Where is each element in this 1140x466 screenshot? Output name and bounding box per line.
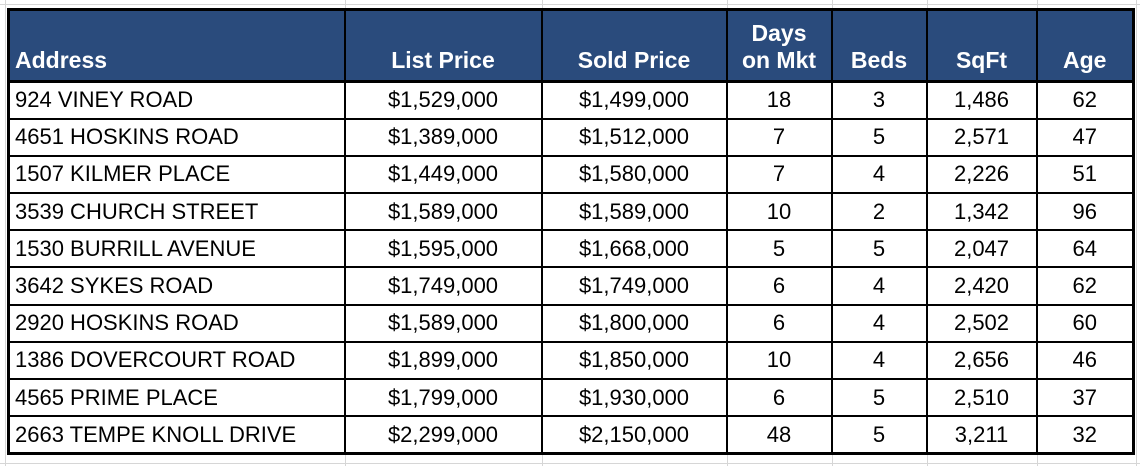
cell-sqft[interactable]: 2,502 <box>925 303 1038 343</box>
header-cell-list-price[interactable]: List Price <box>343 8 543 83</box>
cell-sold-price[interactable]: $1,930,000 <box>540 377 728 418</box>
cell-list-price[interactable]: $1,389,000 <box>343 117 543 157</box>
cell-days-on-mkt[interactable]: 6 <box>725 303 833 343</box>
cell-beds[interactable]: 5 <box>830 415 928 455</box>
table-row: 4651 HOSKINS ROAD $1,389,000 $1,512,000 … <box>7 117 1135 157</box>
cell-days-on-mkt[interactable]: 48 <box>725 415 833 455</box>
cell-list-price[interactable]: $1,749,000 <box>343 266 543 306</box>
cell-age[interactable]: 62 <box>1035 266 1135 306</box>
cell-age[interactable]: 60 <box>1035 303 1135 343</box>
cell-beds[interactable]: 4 <box>830 266 928 306</box>
cell-age[interactable]: 64 <box>1035 229 1135 269</box>
sheet-gridline <box>1136 0 1137 466</box>
cell-list-price[interactable]: $1,589,000 <box>343 303 543 343</box>
table-row: 2920 HOSKINS ROAD $1,589,000 $1,800,000 … <box>7 303 1135 343</box>
cell-address[interactable]: 2663 TEMPE KNOLL DRIVE <box>7 415 346 455</box>
cell-address[interactable]: 3642 SYKES ROAD <box>7 266 346 306</box>
table-row: 1530 BURRILL AVENUE $1,595,000 $1,668,00… <box>7 229 1135 269</box>
cell-sqft[interactable]: 2,047 <box>925 229 1038 269</box>
cell-days-on-mkt[interactable]: 5 <box>725 229 833 269</box>
cell-days-on-mkt[interactable]: 7 <box>725 117 833 157</box>
cell-age[interactable]: 62 <box>1035 80 1135 120</box>
cell-address[interactable]: 4651 HOSKINS ROAD <box>7 117 346 157</box>
header-row: Address List Price Sold Price Days on Mk… <box>7 8 1135 83</box>
cell-address[interactable]: 2920 HOSKINS ROAD <box>7 303 346 343</box>
sheet-gridline <box>0 4 1140 5</box>
cell-sold-price[interactable]: $1,512,000 <box>540 117 728 157</box>
cell-beds[interactable]: 3 <box>830 80 928 120</box>
cell-list-price[interactable]: $1,899,000 <box>343 340 543 381</box>
sheet-gridline <box>5 0 6 466</box>
cell-days-on-mkt[interactable]: 18 <box>725 80 833 120</box>
cell-list-price[interactable]: $2,299,000 <box>343 415 543 455</box>
header-cell-beds[interactable]: Beds <box>830 8 928 83</box>
cell-sold-price[interactable]: $1,668,000 <box>540 229 728 269</box>
sold-listings-table: Address List Price Sold Price Days on Mk… <box>7 8 1135 455</box>
cell-sqft[interactable]: 2,510 <box>925 377 1038 418</box>
cell-beds[interactable]: 5 <box>830 117 928 157</box>
cell-sold-price[interactable]: $1,580,000 <box>540 154 728 195</box>
cell-days-on-mkt[interactable]: 7 <box>725 154 833 195</box>
table-row: 924 VINEY ROAD $1,529,000 $1,499,000 18 … <box>7 80 1135 120</box>
header-cell-age[interactable]: Age <box>1035 8 1135 83</box>
cell-sold-price[interactable]: $1,800,000 <box>540 303 728 343</box>
cell-sqft[interactable]: 3,211 <box>925 415 1038 455</box>
cell-sqft[interactable]: 2,226 <box>925 154 1038 195</box>
cell-sold-price[interactable]: $1,499,000 <box>540 80 728 120</box>
cell-sqft[interactable]: 2,656 <box>925 340 1038 381</box>
cell-beds[interactable]: 5 <box>830 377 928 418</box>
cell-address[interactable]: 4565 PRIME PLACE <box>7 377 346 418</box>
cell-list-price[interactable]: $1,529,000 <box>343 80 543 120</box>
cell-sqft[interactable]: 1,486 <box>925 80 1038 120</box>
header-cell-sold-price[interactable]: Sold Price <box>540 8 728 83</box>
cell-list-price[interactable]: $1,799,000 <box>343 377 543 418</box>
cell-days-on-mkt[interactable]: 10 <box>725 340 833 381</box>
cell-sqft[interactable]: 1,342 <box>925 192 1038 232</box>
cell-beds[interactable]: 5 <box>830 229 928 269</box>
cell-beds[interactable]: 4 <box>830 303 928 343</box>
header-cell-days-on-mkt[interactable]: Days on Mkt <box>725 8 833 83</box>
cell-list-price[interactable]: $1,595,000 <box>343 229 543 269</box>
cell-address[interactable]: 924 VINEY ROAD <box>7 80 346 120</box>
cell-sold-price[interactable]: $2,150,000 <box>540 415 728 455</box>
cell-sold-price[interactable]: $1,749,000 <box>540 266 728 306</box>
header-cell-sqft[interactable]: SqFt <box>925 8 1038 83</box>
cell-days-on-mkt[interactable]: 6 <box>725 377 833 418</box>
table-row: 1507 KILMER PLACE $1,449,000 $1,580,000 … <box>7 154 1135 195</box>
cell-beds[interactable]: 4 <box>830 154 928 195</box>
table-row: 1386 DOVERCOURT ROAD $1,899,000 $1,850,0… <box>7 340 1135 381</box>
cell-age[interactable]: 47 <box>1035 117 1135 157</box>
cell-days-on-mkt[interactable]: 6 <box>725 266 833 306</box>
cell-address[interactable]: 1386 DOVERCOURT ROAD <box>7 340 346 381</box>
cell-age[interactable]: 51 <box>1035 154 1135 195</box>
cell-age[interactable]: 32 <box>1035 415 1135 455</box>
cell-sold-price[interactable]: $1,850,000 <box>540 340 728 381</box>
cell-sqft[interactable]: 2,420 <box>925 266 1038 306</box>
table-row: 4565 PRIME PLACE $1,799,000 $1,930,000 6… <box>7 377 1135 418</box>
cell-age[interactable]: 37 <box>1035 377 1135 418</box>
table-row: 2663 TEMPE KNOLL DRIVE $2,299,000 $2,150… <box>7 415 1135 455</box>
sheet-gridline <box>0 463 1140 464</box>
cell-beds[interactable]: 4 <box>830 340 928 381</box>
cell-list-price[interactable]: $1,589,000 <box>343 192 543 232</box>
cell-age[interactable]: 96 <box>1035 192 1135 232</box>
listings-table-wrap: Address List Price Sold Price Days on Mk… <box>7 8 1135 455</box>
cell-age[interactable]: 46 <box>1035 340 1135 381</box>
cell-sqft[interactable]: 2,571 <box>925 117 1038 157</box>
table-row: 3539 CHURCH STREET $1,589,000 $1,589,000… <box>7 192 1135 232</box>
cell-days-on-mkt[interactable]: 10 <box>725 192 833 232</box>
cell-list-price[interactable]: $1,449,000 <box>343 154 543 195</box>
cell-sold-price[interactable]: $1,589,000 <box>540 192 728 232</box>
cell-address[interactable]: 1530 BURRILL AVENUE <box>7 229 346 269</box>
cell-address[interactable]: 1507 KILMER PLACE <box>7 154 346 195</box>
cell-beds[interactable]: 2 <box>830 192 928 232</box>
cell-address[interactable]: 3539 CHURCH STREET <box>7 192 346 232</box>
header-cell-address[interactable]: Address <box>7 8 346 83</box>
table-row: 3642 SYKES ROAD $1,749,000 $1,749,000 6 … <box>7 266 1135 306</box>
